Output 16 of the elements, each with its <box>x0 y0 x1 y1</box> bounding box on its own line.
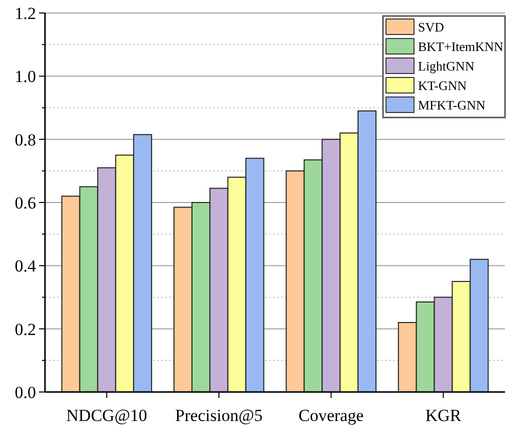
x-tick-label: Coverage <box>298 406 364 425</box>
legend-label: MFKT-GNN <box>418 97 486 112</box>
y-tick-label: 0.0 <box>14 382 36 402</box>
legend-label: LightGNN <box>418 58 475 74</box>
y-tick-label: 0.8 <box>14 130 36 150</box>
legend-label: KT-GNN <box>418 78 468 93</box>
x-tick-label: NDCG@10 <box>66 406 148 425</box>
y-tick-label: 1.2 <box>14 4 36 23</box>
legend-label: SVD <box>418 19 444 34</box>
legend-label: BKT+ItemKNN <box>418 38 504 54</box>
y-tick-label: 0.6 <box>14 193 36 212</box>
y-tick-label: 0.4 <box>14 256 36 276</box>
y-tick-label: 0.2 <box>14 320 36 339</box>
y-tick-label: 1.0 <box>14 67 36 86</box>
x-tick-label: KGR <box>425 406 462 425</box>
x-tick-label: Precision@5 <box>175 406 263 425</box>
